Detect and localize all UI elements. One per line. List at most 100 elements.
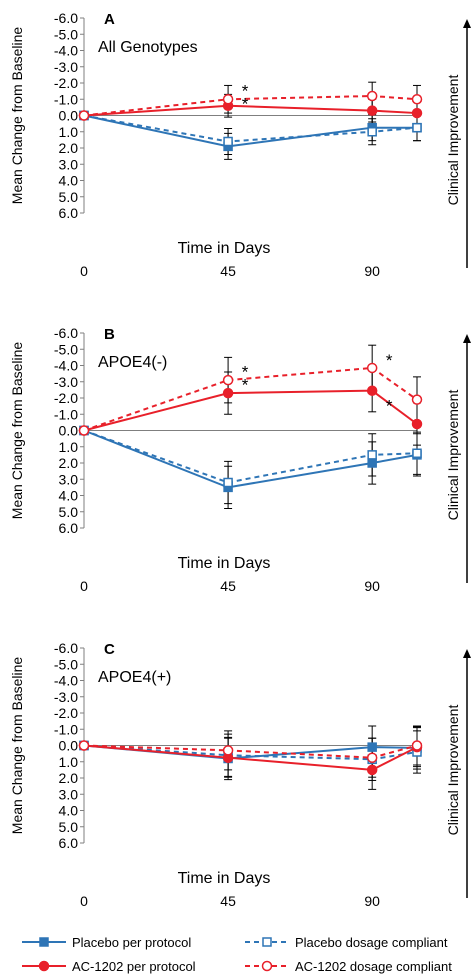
panel-letter: B (104, 326, 115, 343)
panel-subtitle: APOE4(+) (98, 669, 171, 686)
significance-asterisk: * (242, 95, 249, 114)
data-point (78, 110, 90, 121)
chart-panel-c: -6.0-5.0-4.0-3.0-2.0-1.00.01.02.03.04.05… (9, 640, 471, 909)
legend-item: Placebo per protocol (22, 935, 191, 950)
legend-label: AC-1202 dosage compliant (295, 959, 452, 974)
data-point (411, 418, 423, 430)
y-tick-label: -4.0 (54, 43, 78, 59)
data-point (222, 374, 234, 386)
y-tick-label: 0.0 (59, 738, 79, 754)
x-tick-label: 45 (220, 263, 236, 279)
y-tick-label: -4.0 (54, 673, 78, 689)
series-line (83, 744, 418, 759)
data-point (366, 362, 378, 374)
y-tick-label: 0.0 (59, 423, 79, 439)
y-tick-label: -6.0 (54, 10, 78, 26)
series-line (83, 114, 418, 143)
data-point (78, 740, 90, 751)
data-point (366, 90, 378, 102)
y-tick-label: 2.0 (59, 770, 79, 786)
panel-subtitle: All Genotypes (98, 39, 198, 56)
x-tick-label: 90 (364, 263, 380, 279)
y-tick-label: 5.0 (59, 189, 79, 205)
y-tick-label: -5.0 (54, 341, 78, 357)
y-axis-label: Mean Change from Baseline (9, 342, 25, 520)
y-tick-label: -3.0 (54, 374, 78, 390)
y-tick-label: 6.0 (59, 520, 79, 536)
y-tick-label: -2.0 (54, 75, 78, 91)
y-tick-label: -4.0 (54, 358, 78, 374)
series-line (83, 94, 418, 117)
y-tick-label: 6.0 (59, 835, 79, 851)
legend-marker (262, 937, 272, 947)
legend-item: AC-1202 dosage compliant (245, 959, 452, 974)
legend-label: Placebo dosage compliant (295, 935, 448, 950)
x-tick-label: 90 (364, 893, 380, 909)
data-point (412, 448, 422, 458)
y-tick-label: -2.0 (54, 390, 78, 406)
data-point (223, 136, 233, 147)
data-point (78, 425, 90, 436)
panel-subtitle: APOE4(-) (98, 354, 167, 371)
legend-marker (261, 960, 273, 972)
x-tick-label: 0 (80, 893, 88, 909)
x-tick-label: 45 (220, 578, 236, 594)
significance-asterisk: * (242, 362, 249, 381)
y-tick-label: 5.0 (59, 504, 79, 520)
y-tick-label: 2.0 (59, 140, 79, 156)
series-line (83, 744, 418, 761)
panel-letter: C (104, 641, 115, 658)
data-point (367, 127, 377, 137)
legend-item: AC-1202 per protocol (22, 959, 196, 974)
x-axis-label: Time in Days (178, 555, 271, 572)
series-line (83, 104, 418, 117)
panel-letter: A (104, 11, 115, 28)
y-tick-label: -3.0 (54, 59, 78, 75)
data-point (367, 458, 377, 468)
data-point (367, 742, 377, 752)
y-tick-label: 2.0 (59, 455, 79, 471)
x-tick-label: 0 (80, 578, 88, 594)
legend-marker (39, 937, 49, 947)
clinical-improvement-label: Clinical Improvement (445, 390, 461, 521)
y-tick-label: -5.0 (54, 656, 78, 672)
y-tick-label: 0.0 (59, 108, 79, 124)
y-tick-label: 5.0 (59, 819, 79, 835)
legend-item: Placebo dosage compliant (245, 935, 448, 950)
data-point (366, 105, 378, 116)
legend: Placebo per protocol Placebo dosage compl… (22, 935, 452, 974)
data-point (366, 385, 378, 396)
series-line (83, 389, 418, 432)
series-line (83, 429, 418, 484)
data-point (223, 477, 233, 488)
x-axis-label: Time in Days (178, 870, 271, 887)
clinical-improvement-label: Clinical Improvement (445, 75, 461, 206)
data-point (222, 94, 234, 105)
data-point (366, 752, 378, 763)
y-tick-label: 4.0 (59, 803, 79, 819)
y-tick-label: 3.0 (59, 156, 79, 172)
significance-asterisk: * (386, 397, 393, 416)
clinical-improvement-label: Clinical Improvement (445, 705, 461, 836)
x-tick-label: 90 (364, 578, 380, 594)
y-tick-label: 3.0 (59, 471, 79, 487)
y-tick-label: -6.0 (54, 325, 78, 341)
y-tick-label: -5.0 (54, 26, 78, 42)
legend-label: Placebo per protocol (72, 935, 191, 950)
chart-panel-a: -6.0-5.0-4.0-3.0-2.0-1.00.01.02.03.04.05… (9, 10, 471, 279)
y-tick-label: -1.0 (54, 721, 78, 737)
data-point (222, 387, 234, 399)
y-tick-label: 1.0 (59, 124, 79, 140)
x-axis-label: Time in Days (178, 240, 271, 257)
data-point (366, 764, 378, 776)
y-tick-label: 6.0 (59, 205, 79, 221)
y-tick-label: 4.0 (59, 173, 79, 189)
data-point (411, 740, 423, 751)
y-tick-label: -3.0 (54, 689, 78, 705)
series-line (83, 366, 418, 432)
series-line (83, 744, 418, 771)
y-tick-label: 4.0 (59, 488, 79, 504)
x-tick-label: 45 (220, 893, 236, 909)
y-axis-label: Mean Change from Baseline (9, 27, 25, 205)
significance-asterisk: * (242, 82, 249, 101)
